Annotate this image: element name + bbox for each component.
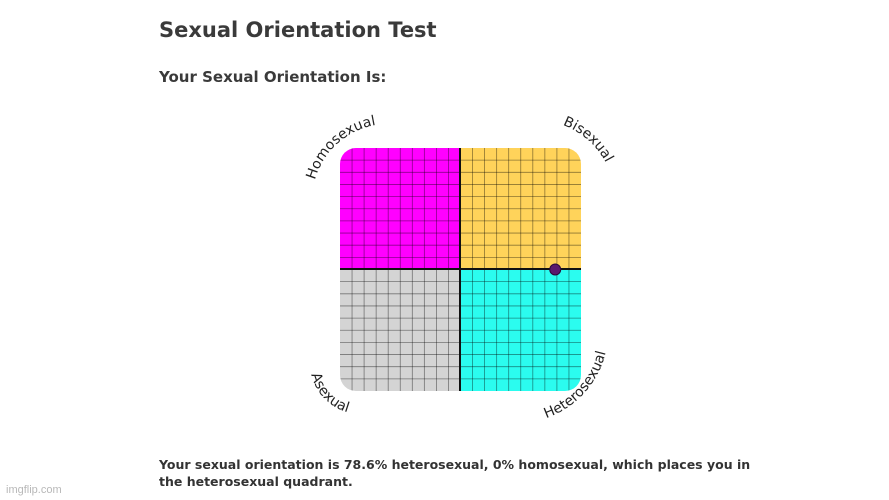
- quadrant-bisexual: [460, 148, 581, 269]
- page-title: Sexual Orientation Test: [159, 18, 437, 42]
- quadrant-asexual: [340, 269, 460, 391]
- quadrant-heterosexual: [460, 269, 581, 391]
- result-point: [549, 263, 562, 276]
- result-text: Your sexual orientation is 78.6% heteros…: [159, 457, 751, 489]
- page-subtitle: Your Sexual Orientation Is:: [159, 68, 387, 86]
- watermark: imgflip.com: [6, 484, 62, 496]
- orientation-chart: Homosexual Bisexual Asexual Heterosexual: [260, 110, 640, 430]
- orientation-chart-svg: Homosexual Bisexual Asexual Heterosexual: [303, 113, 616, 422]
- quadrant-homosexual: [340, 148, 460, 269]
